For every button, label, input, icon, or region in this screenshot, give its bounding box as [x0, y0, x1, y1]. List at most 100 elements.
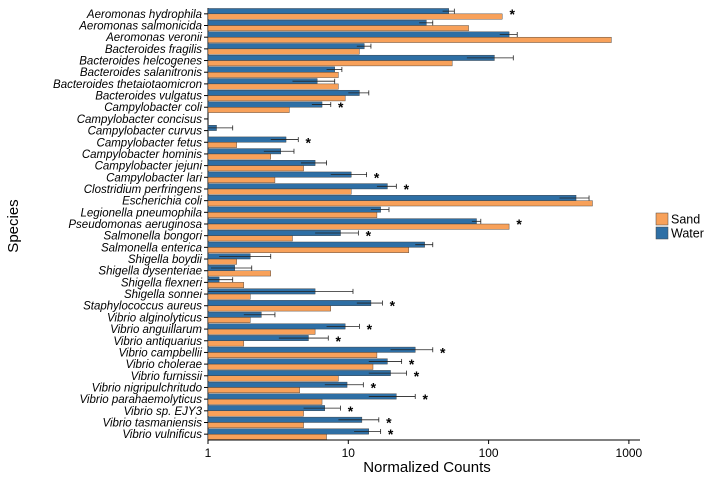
sand-bar — [207, 188, 352, 195]
legend-label-water: Water — [671, 227, 704, 241]
category-label: Vibrio furnissii — [131, 371, 203, 383]
sand-bar — [207, 282, 245, 288]
category-label: Campylobacter hominis — [82, 149, 202, 161]
water-bar — [207, 393, 397, 400]
sand-bar — [207, 223, 510, 230]
significance-marker: * — [371, 379, 377, 395]
water-bar — [207, 54, 495, 61]
sand-bar — [207, 25, 469, 32]
water-bar — [207, 300, 372, 306]
sand-bar — [207, 352, 378, 359]
significance-marker: * — [388, 426, 394, 442]
legend-swatch-sand — [655, 212, 669, 226]
sand-bar — [207, 60, 453, 67]
sand-bar — [207, 258, 237, 265]
category-label: Aeromonas veronii — [105, 32, 202, 44]
water-bar — [207, 241, 425, 248]
category-label: Vibrio sp. EJY3 — [124, 406, 203, 418]
category-label: Salmonella bongori — [104, 231, 203, 243]
water-bar — [207, 19, 427, 26]
sand-bar — [207, 142, 237, 148]
water-bar — [207, 89, 360, 96]
sand-bar — [207, 305, 331, 312]
sand-bar — [207, 398, 323, 405]
category-label: Bacteroides helcogenes — [79, 56, 202, 68]
sand-bar — [207, 375, 339, 382]
significance-marker: * — [336, 333, 342, 349]
category-label: Shigella dysenteriae — [98, 266, 202, 278]
significance-marker: * — [306, 134, 312, 150]
category-label: Campylobacter coli — [104, 102, 202, 114]
significance-marker: * — [374, 169, 380, 185]
sand-bar — [207, 72, 339, 78]
category-label: Bacteroides fragilis — [105, 44, 202, 56]
significance-marker: * — [409, 356, 415, 372]
category-label: Bacteroides vulgatus — [95, 91, 202, 103]
category-label: Legionella pneumophila — [81, 207, 203, 219]
significance-marker: * — [414, 368, 420, 384]
sand-bar — [207, 422, 304, 429]
water-bar — [207, 206, 381, 213]
category-label: Bacteroides salanitronis — [80, 67, 202, 79]
legend-label-sand: Sand — [671, 213, 700, 227]
sand-bar — [207, 83, 339, 90]
sand-bar — [207, 410, 304, 417]
water-bar — [207, 428, 369, 435]
water-bar — [207, 323, 346, 330]
category-label: Campylobacter concisus — [77, 114, 203, 126]
sand-bar — [207, 317, 251, 323]
category-label: Shigella sonnei — [124, 289, 202, 301]
sand-bar — [207, 107, 290, 113]
water-bar — [207, 66, 335, 73]
category-label: Vibrio campbellii — [118, 347, 202, 359]
sand-bar — [207, 433, 327, 440]
significance-marker: * — [440, 344, 446, 360]
sand-bar — [207, 340, 245, 347]
category-label: Vibrio vulnificus — [122, 429, 202, 441]
category-label: Aeromonas salmonicida — [78, 21, 202, 33]
water-bar — [207, 160, 316, 166]
category-label: Vibrio alginolyticus — [107, 312, 202, 324]
water-bar — [207, 358, 388, 365]
sand-bar — [207, 387, 300, 394]
category-label: Escherichia coli — [122, 196, 202, 208]
x-tick-label: 1000 — [616, 446, 643, 460]
category-label: Clostridium perfringens — [84, 184, 202, 196]
legend-swatch-water — [655, 226, 669, 240]
sand-bar — [207, 235, 293, 242]
water-bar — [207, 370, 391, 376]
sand-bar — [207, 247, 410, 253]
significance-marker: * — [423, 391, 429, 407]
category-label: Pseudomonas aeruginosa — [68, 219, 202, 231]
category-label: Vibrio nigripulchritudo — [92, 382, 203, 394]
water-bar — [207, 346, 416, 353]
sand-bar — [207, 165, 304, 172]
sand-bar — [207, 177, 276, 183]
significance-marker: * — [404, 181, 410, 197]
category-label: Campylobacter curvus — [88, 126, 203, 138]
category-label: Vibrio parahaemolyticus — [79, 394, 202, 406]
water-bar — [207, 31, 510, 38]
category-label: Shigella flexneri — [121, 277, 203, 289]
significance-marker: * — [367, 321, 373, 337]
category-label: Campylobacter jejuni — [95, 161, 203, 173]
sand-bar — [207, 153, 271, 160]
sand-bar — [207, 36, 612, 43]
water-bar — [207, 183, 388, 190]
category-label: Campylobacter fetus — [97, 137, 203, 149]
sand-bar — [207, 293, 251, 300]
sand-bar — [207, 13, 503, 20]
category-label: Bacteroides thetaiotaomicron — [53, 79, 202, 91]
sand-bar — [207, 48, 360, 55]
water-bar — [207, 195, 577, 201]
category-label: Vibrio tasmaniensis — [102, 417, 202, 429]
category-label: Vibrio antiquarius — [113, 336, 202, 348]
sand-bar — [207, 363, 374, 370]
significance-marker: * — [516, 216, 522, 232]
significance-marker: * — [366, 228, 372, 244]
x-tick-label: 1 — [205, 446, 212, 460]
significance-marker: * — [509, 6, 515, 22]
water-bar — [207, 43, 365, 50]
